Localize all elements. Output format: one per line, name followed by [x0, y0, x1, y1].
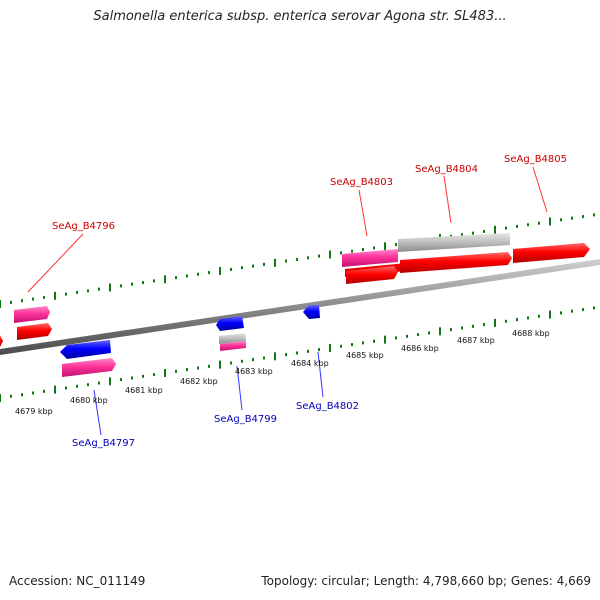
gene-label-b4797: SeAg_B4797 — [72, 438, 135, 449]
feature-b4799-grey — [219, 333, 246, 344]
kbp-label-4684: 4684 kbp — [291, 359, 329, 368]
leader-line-b4799 — [236, 365, 243, 411]
genome-backbone — [0, 259, 600, 355]
gene-label-b4802: SeAg_B4802 — [296, 401, 359, 412]
forward-gene-arrow-b4799-pink[interactable] — [220, 341, 246, 351]
kbp-label-4686: 4686 kbp — [401, 344, 439, 353]
kbp-label-4682: 4682 kbp — [180, 377, 218, 386]
leader-line-b4797 — [93, 389, 102, 436]
forward-gene-arrow-b4804[interactable] — [400, 252, 512, 273]
forward-gene-arrow-b4805[interactable] — [513, 243, 590, 263]
forward-gene-arrow-edge — [0, 335, 3, 347]
gene-label-b4804: SeAg_B4804 — [415, 164, 478, 175]
leader-line-b4804 — [443, 175, 452, 224]
kbp-label-4680: 4680 kbp — [70, 396, 108, 405]
leader-line-b4803 — [358, 189, 368, 237]
forward-gene-arrow-b4797-pink[interactable] — [62, 358, 116, 377]
gene-label-b4803: SeAg_B4803 — [330, 177, 393, 188]
forward-gene-arrow-b4796-pink[interactable] — [14, 306, 50, 323]
leader-line-b4796 — [27, 233, 84, 293]
leader-line-b4802 — [317, 351, 324, 398]
kbp-label-4679: 4679 kbp — [15, 407, 53, 416]
kbp-label-4688: 4688 kbp — [512, 329, 550, 338]
lower-tick-ring — [0, 306, 595, 402]
topology-summary: Topology: circular; Length: 4,798,660 bp… — [261, 574, 591, 588]
feature-b4804-grey[interactable] — [398, 233, 510, 252]
forward-gene-arrow-b4796-red[interactable] — [17, 323, 52, 340]
forward-gene-arrow-b4803[interactable] — [342, 249, 398, 267]
reverse-gene-arrow-b4797[interactable] — [60, 340, 111, 359]
leader-line-b4805 — [532, 166, 548, 213]
reverse-gene-arrow-b4799[interactable] — [216, 316, 244, 331]
map-title: Salmonella enterica subsp. enterica sero… — [93, 9, 507, 24]
forward-gene-arrow-b4803-red[interactable] — [346, 266, 398, 284]
gene-label-b4796: SeAg_B4796 — [52, 221, 115, 232]
accession-label: Accession: NC_011149 — [9, 574, 146, 588]
gene-label-b4805: SeAg_B4805 — [504, 154, 567, 165]
kbp-label-4683: 4683 kbp — [235, 367, 273, 376]
kbp-label-4687: 4687 kbp — [457, 336, 495, 345]
gene-label-b4799: SeAg_B4799 — [214, 414, 277, 425]
kbp-label-4681: 4681 kbp — [125, 386, 163, 395]
kbp-label-4685: 4685 kbp — [346, 351, 384, 360]
reverse-gene-arrow-b4802[interactable] — [303, 305, 320, 319]
